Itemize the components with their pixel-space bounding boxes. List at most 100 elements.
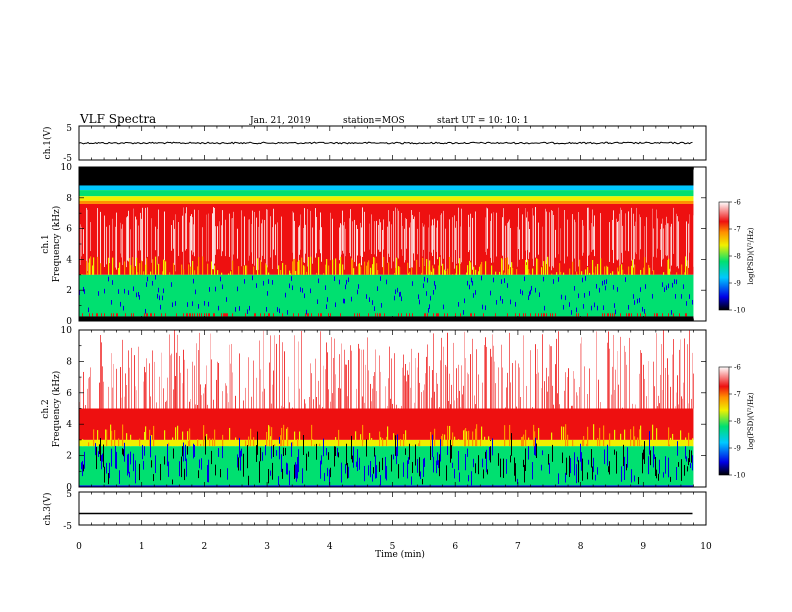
spectral-dropout <box>144 440 145 456</box>
spectral-lowline <box>679 313 680 317</box>
spectral-streak <box>529 229 530 253</box>
spectral-lowline <box>587 313 588 317</box>
spectral-streak <box>330 212 331 261</box>
spectral-spike <box>328 265 330 275</box>
spectral-streak <box>112 387 113 409</box>
spectral-lowline <box>254 313 255 317</box>
spectral-spike <box>172 437 174 447</box>
spectral-streak <box>340 223 341 259</box>
spectral-streak <box>678 221 679 269</box>
spectral-spike <box>624 274 626 275</box>
spectral-streak <box>424 224 425 266</box>
spectral-dropout <box>358 284 359 289</box>
colorbar-tick-label: -8 <box>734 418 741 426</box>
spectral-streak <box>512 363 513 409</box>
spectral-dropout <box>379 461 380 472</box>
spectral-streak <box>288 376 289 409</box>
spectral-streak <box>573 371 574 409</box>
spectral-dropout <box>487 469 488 475</box>
spectral-lowline <box>552 313 553 317</box>
spectral-streak <box>672 354 673 409</box>
spectral-streak <box>270 216 271 258</box>
band-black-top <box>79 167 694 186</box>
spectral-streak <box>598 379 599 409</box>
spectral-streak <box>248 357 249 409</box>
spectral-spike <box>567 434 569 447</box>
spectral-streak <box>330 401 331 409</box>
spectral-dropout <box>278 476 279 486</box>
spectral-streak <box>494 361 495 409</box>
spectral-dropout <box>273 445 274 457</box>
spectral-streak <box>639 373 640 409</box>
spectral-streak <box>581 337 582 409</box>
spectral-dropout <box>407 460 408 479</box>
spectral-streak <box>319 229 320 250</box>
spectral-streak <box>440 215 441 256</box>
spectral-dropout <box>338 452 339 458</box>
spectral-streak <box>410 387 411 409</box>
spectral-spike <box>194 270 196 275</box>
spectral-streak <box>134 355 135 409</box>
spectral-streak <box>675 406 676 409</box>
spectral-streak <box>677 216 678 267</box>
spectral-spike <box>669 268 671 275</box>
spectral-streak <box>468 374 469 409</box>
spectral-spike <box>217 270 219 275</box>
spectral-dropout <box>334 276 335 281</box>
spectral-streak <box>190 399 191 409</box>
spectral-dropout <box>330 467 331 478</box>
spectral-streak <box>402 367 403 409</box>
spectral-dropout <box>157 293 158 299</box>
spectral-spike <box>281 427 283 447</box>
spectral-streak <box>518 363 519 409</box>
spectral-dropout <box>373 467 374 474</box>
spectral-spike <box>290 441 292 447</box>
spectral-streak <box>653 228 654 257</box>
spectral-spike <box>669 444 671 447</box>
spectral-dropout <box>222 436 223 459</box>
spectral-streak <box>457 398 458 409</box>
ch2-spectrogram-time-ticks <box>78 330 707 487</box>
spectral-streak <box>455 227 456 251</box>
spectral-streak <box>299 225 300 255</box>
spectral-streak <box>361 349 362 409</box>
spectral-lowline <box>255 313 256 317</box>
spectral-spike <box>214 265 216 275</box>
colorbar-tick-label: -10 <box>734 307 745 315</box>
spectral-streak <box>422 223 423 257</box>
spectral-streak <box>535 207 536 258</box>
time-tick-label: 2 <box>202 542 208 552</box>
spectral-streak <box>87 388 88 409</box>
spectral-streak <box>258 226 259 270</box>
spectral-spike <box>221 272 223 275</box>
spectral-lowline <box>685 313 686 317</box>
spectral-streak <box>538 372 539 409</box>
spectral-streak <box>688 223 689 268</box>
spectral-streak <box>574 378 575 409</box>
spectral-streak <box>633 213 634 268</box>
spectral-streak <box>233 211 234 255</box>
spectral-dropout <box>541 464 542 471</box>
time-tick-label: 5 <box>390 542 396 552</box>
spectral-spike <box>97 256 99 275</box>
spectral-streak <box>251 223 252 253</box>
spectral-streak <box>252 210 253 264</box>
spectral-streak <box>180 372 181 409</box>
spectral-streak <box>574 219 575 259</box>
spectral-streak <box>152 350 153 409</box>
spectral-dropout <box>112 280 113 285</box>
spectral-streak <box>90 222 91 252</box>
spectral-streak <box>83 229 84 254</box>
spectral-streak <box>161 352 162 409</box>
spectral-lowline <box>412 313 413 317</box>
spectral-streak <box>508 221 509 265</box>
spectral-dropout <box>204 301 205 306</box>
spectral-streak <box>667 223 668 256</box>
spectral-streak <box>130 229 131 266</box>
spectral-streak <box>174 228 175 265</box>
spectral-dropout <box>412 281 413 286</box>
spectral-streak <box>478 374 479 409</box>
spectral-spike <box>278 441 280 447</box>
spectral-dropout <box>504 278 505 283</box>
